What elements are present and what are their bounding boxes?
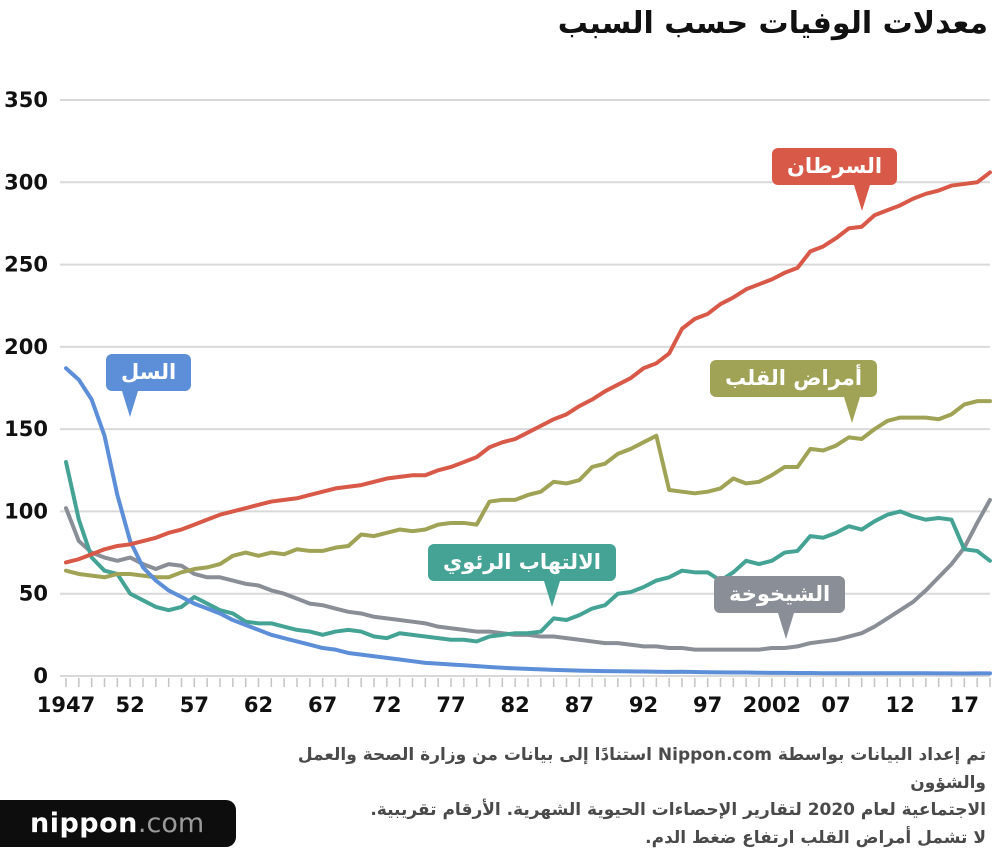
svg-text:87: 87 (565, 693, 594, 717)
source-note-line1: تم إعداد البيانات بواسطة Nippon.com استن… (297, 745, 986, 793)
svg-text:0: 0 (33, 664, 48, 688)
chart-title: معدلات الوفيات حسب السبب (557, 6, 988, 41)
svg-text:200: 200 (4, 335, 48, 359)
source-note-line3: لا تشمل أمراض القلب ارتفاع ضغط الدم. (645, 827, 986, 848)
label-senility: الشيخوخة (714, 576, 846, 640)
logo-brand-text: nippon (30, 808, 138, 839)
svg-text:1947: 1947 (37, 693, 95, 717)
svg-text:97: 97 (693, 693, 722, 717)
svg-text:12: 12 (886, 693, 915, 717)
svg-text:07: 07 (821, 693, 850, 717)
logo-tld-text: .com (137, 808, 205, 839)
svg-text:300: 300 (4, 170, 48, 194)
nippon-logo: nippon .com (0, 800, 236, 847)
svg-text:2002: 2002 (743, 693, 801, 717)
svg-text:100: 100 (4, 499, 48, 523)
svg-text:150: 150 (4, 417, 48, 441)
chart-canvas: 0 50 100 150 200 250 300 350 1947 52 57 62 67 72 77 82 8… (4, 88, 992, 717)
line-chart: 0 50 100 150 200 250 300 350 1947 52 57 62 67 72 77 82 8… (4, 88, 992, 717)
svg-text:52: 52 (116, 693, 145, 717)
svg-text:17: 17 (950, 693, 979, 717)
svg-text:57: 57 (180, 693, 209, 717)
label-heart-disease: أمراض القلب (710, 360, 878, 424)
svg-text:82: 82 (501, 693, 530, 717)
source-note-line2: الاجتماعية لعام 2020 لتقارير الإحصاءات ا… (370, 800, 986, 821)
label-tuberculosis: السل (106, 354, 192, 418)
svg-text:77: 77 (436, 693, 465, 717)
svg-text:72: 72 (372, 693, 401, 717)
label-pneumonia: الالتهاب الرئوي (428, 544, 616, 608)
svg-text:250: 250 (4, 253, 48, 277)
svg-text:50: 50 (19, 582, 48, 606)
svg-text:67: 67 (308, 693, 337, 717)
source-note: تم إعداد البيانات بواسطة Nippon.com استن… (266, 742, 986, 852)
svg-text:350: 350 (4, 88, 48, 112)
svg-text:92: 92 (629, 693, 658, 717)
label-cancer: السرطان (772, 148, 898, 212)
svg-text:62: 62 (244, 693, 273, 717)
